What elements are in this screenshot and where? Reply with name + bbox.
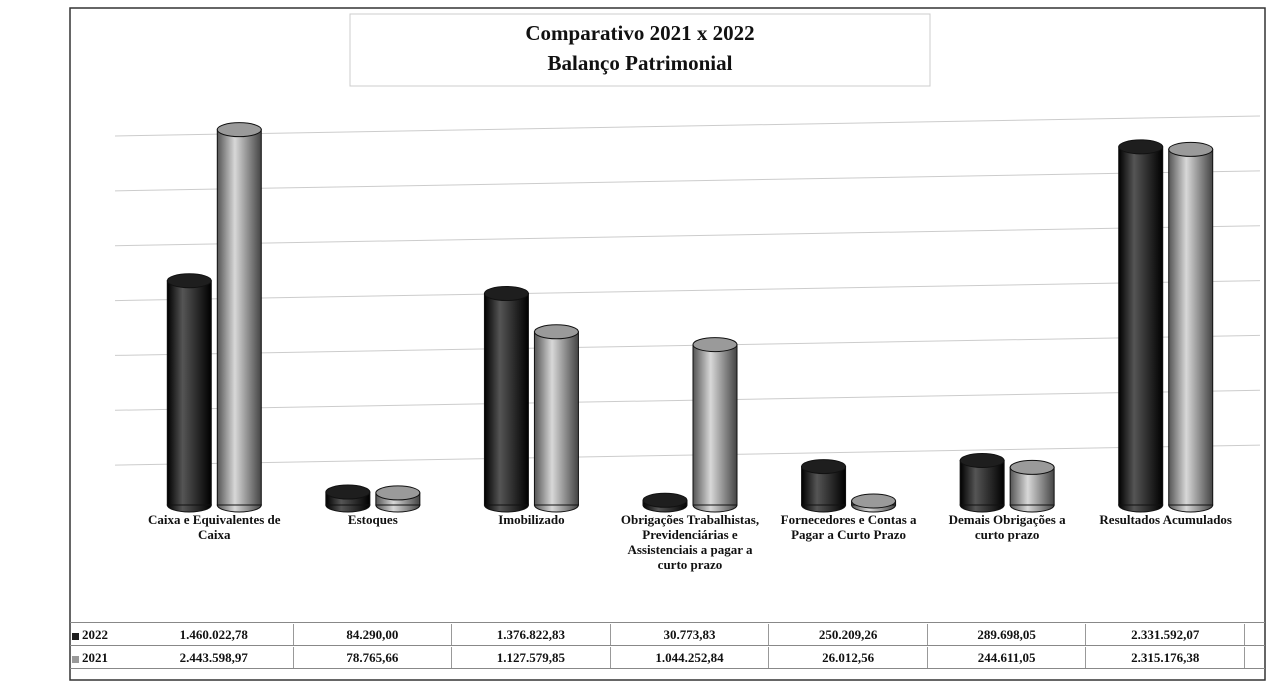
grid-line	[114, 170, 1261, 192]
cylinder	[851, 493, 897, 513]
cylinder-top	[533, 324, 579, 340]
grid-line	[114, 444, 1261, 466]
cylinder-top	[1009, 459, 1055, 475]
cylinder	[1118, 139, 1164, 513]
bar	[483, 293, 529, 506]
bar	[801, 466, 847, 506]
table-value: 2.443.598,97	[135, 647, 294, 668]
bar	[216, 129, 262, 506]
cylinder	[216, 122, 262, 513]
table-value: 30.773,83	[611, 624, 770, 645]
legend-key	[72, 655, 79, 663]
cylinder	[1168, 141, 1214, 513]
category-label: Obrigações Trabalhistas, Previdenciárias…	[620, 512, 760, 572]
chart-border	[69, 7, 1266, 681]
table-value: 1.376.822,83	[452, 624, 611, 645]
table-value: 289.698,05	[928, 624, 1087, 645]
bar	[1118, 146, 1164, 506]
grid-line	[114, 334, 1261, 356]
grid-line	[114, 115, 1261, 137]
cylinder-top	[375, 485, 421, 501]
category-label: Estoques	[347, 512, 398, 527]
legend-entry: 2021	[72, 647, 135, 668]
cylinder	[533, 324, 579, 513]
cylinder	[483, 286, 529, 513]
cylinder-top	[851, 493, 897, 509]
chart-title: Comparativo 2021 x 2022	[525, 21, 754, 45]
cylinder-top	[166, 273, 212, 289]
bar	[692, 344, 738, 506]
grid-line	[114, 225, 1261, 247]
table-value: 1.044.252,84	[611, 647, 770, 668]
category-label: Caixa e Equivalentes de Caixa	[148, 512, 281, 542]
cylinder	[375, 485, 421, 513]
table-value: 2.331.592,07	[1086, 624, 1245, 645]
cylinder-top	[642, 492, 688, 508]
legend-entry: 2022	[72, 624, 135, 645]
cylinder-top	[1168, 141, 1214, 157]
table-value: 26.012,56	[769, 647, 928, 668]
table-value: 1.460.022,78	[135, 624, 294, 645]
table-line	[70, 645, 1265, 646]
table-value: 78.765,66	[294, 647, 453, 668]
category-label: Fornecedores e Contas a Pagar a Curto Pr…	[780, 512, 917, 542]
grid-line	[114, 280, 1261, 302]
table-value: 2.315.176,38	[1086, 647, 1245, 668]
category-label: Demais Obrigações a curto prazo	[948, 512, 1066, 542]
table-value: 1.127.579,85	[452, 647, 611, 668]
cylinder	[959, 453, 1005, 513]
bar	[1168, 148, 1214, 506]
cylinder-top	[801, 459, 847, 475]
category-label: Imobilizado	[498, 512, 565, 527]
bar	[533, 331, 579, 506]
cylinder	[166, 273, 212, 513]
legend-label: 2021	[82, 650, 108, 665]
cylinder-top	[216, 122, 262, 138]
cylinder	[325, 484, 371, 513]
bar	[166, 280, 212, 506]
cylinder-top	[692, 337, 738, 353]
legend-label: 2022	[82, 627, 108, 642]
cylinder	[801, 459, 847, 513]
chart-subtitle: Balanço Patrimonial	[548, 51, 733, 75]
cylinder	[1009, 459, 1055, 513]
table-value: 250.209,26	[769, 624, 928, 645]
table-line	[70, 622, 1265, 623]
cylinder	[692, 337, 738, 513]
cylinder-top	[959, 453, 1005, 469]
cylinder	[642, 492, 688, 513]
title-box	[349, 13, 931, 87]
table-line	[70, 668, 1265, 669]
cylinder-top	[325, 484, 371, 500]
category-label: Resultados Acumulados	[1099, 512, 1232, 527]
legend-key	[72, 632, 79, 640]
cylinder-top	[1118, 139, 1164, 155]
table-value: 244.611,05	[928, 647, 1087, 668]
cylinder-top	[483, 286, 529, 302]
table-value: 84.290,00	[294, 624, 453, 645]
grid-line	[114, 389, 1261, 411]
